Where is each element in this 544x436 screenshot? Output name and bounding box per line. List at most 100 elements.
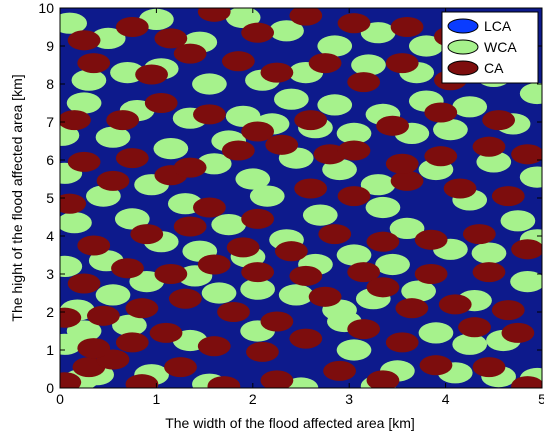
wca-circle xyxy=(66,92,102,114)
x-tick-label: 5 xyxy=(538,391,544,407)
ca-circle xyxy=(72,357,106,378)
ca-circle xyxy=(294,110,328,131)
ca-circle xyxy=(424,102,458,123)
ca-circle xyxy=(347,262,381,283)
wca-circle xyxy=(336,244,372,266)
wca-circle xyxy=(153,137,189,160)
wca-circle xyxy=(112,314,147,336)
y-tick-label: 4 xyxy=(46,228,54,244)
wca-circle xyxy=(192,73,227,95)
ca-circle xyxy=(385,53,419,74)
ca-circle xyxy=(414,229,448,250)
ca-circle xyxy=(115,148,149,169)
ca-circle xyxy=(115,332,149,353)
ca-circle xyxy=(77,338,111,359)
ca-circle xyxy=(60,193,87,214)
ca-circle xyxy=(207,376,241,388)
ca-circle xyxy=(337,140,371,161)
wca-circle xyxy=(452,333,488,355)
wca-circle xyxy=(225,105,261,127)
ca-circle xyxy=(221,51,255,72)
ca-circle xyxy=(294,178,328,199)
legend-swatch-lca xyxy=(447,18,479,34)
ca-circle xyxy=(115,16,149,38)
ca-circle xyxy=(318,224,352,245)
ca-circle xyxy=(443,178,477,199)
y-tick-label: 0 xyxy=(46,380,54,396)
ca-circle xyxy=(390,16,424,38)
wca-circle xyxy=(317,94,353,116)
ca-circle xyxy=(337,186,371,207)
ca-circle xyxy=(154,263,188,285)
ca-circle xyxy=(337,13,371,34)
ca-circle xyxy=(149,322,183,343)
x-tick-label: 3 xyxy=(345,391,353,407)
ca-circle xyxy=(289,328,323,349)
wca-circle xyxy=(60,212,92,234)
ca-circle xyxy=(197,336,231,357)
wca-circle xyxy=(60,255,83,277)
wca-circle xyxy=(360,174,396,196)
ca-circle xyxy=(135,64,168,85)
y-tick-label: 2 xyxy=(46,304,54,320)
wca-circle xyxy=(302,204,338,226)
x-tick-label: 0 xyxy=(56,391,64,407)
ca-circle xyxy=(67,273,101,294)
wca-circle xyxy=(351,54,386,76)
ca-circle xyxy=(217,301,250,323)
ca-circle xyxy=(154,28,188,49)
ca-circle xyxy=(366,231,400,252)
ca-circle xyxy=(414,263,448,285)
wca-circle xyxy=(519,166,542,188)
wca-circle xyxy=(433,118,468,141)
ca-circle xyxy=(347,72,381,93)
ca-circle xyxy=(366,370,400,388)
wca-circle xyxy=(269,20,304,42)
wca-circle xyxy=(360,22,396,44)
ca-circle xyxy=(221,140,255,161)
y-tick-label: 5 xyxy=(46,190,54,206)
ca-circle xyxy=(67,151,101,172)
wca-circle xyxy=(408,35,444,57)
wca-circle xyxy=(90,27,126,50)
ca-circle xyxy=(501,322,535,343)
x-axis: 0 1 2 3 4 5 xyxy=(56,8,544,407)
ca-circle xyxy=(424,146,458,167)
legend-label-wca: WCA xyxy=(484,39,517,55)
wca-circle xyxy=(336,339,372,361)
wca-circle xyxy=(274,88,309,110)
ca-circle xyxy=(385,332,419,353)
wca-circle xyxy=(60,12,87,34)
wca-circle xyxy=(235,168,271,190)
ca-circle xyxy=(241,208,275,229)
ca-circle xyxy=(111,258,144,279)
wca-circle xyxy=(500,210,536,232)
x-tick-label: 2 xyxy=(249,391,257,407)
wca-circle xyxy=(66,320,102,342)
wca-circle xyxy=(211,213,247,236)
ca-circle xyxy=(511,239,542,260)
ca-circle xyxy=(246,341,279,362)
wca-circle xyxy=(510,271,542,293)
ca-circle xyxy=(395,298,429,319)
ca-circle xyxy=(438,294,472,315)
ca-circle xyxy=(125,298,159,319)
ca-circle xyxy=(491,300,525,321)
wca-circle xyxy=(476,151,512,173)
wca-circle xyxy=(110,61,145,84)
wca-circle xyxy=(71,69,107,91)
ca-circle xyxy=(173,157,207,178)
y-tick-label: 7 xyxy=(46,114,54,130)
wca-circle xyxy=(401,280,436,302)
ca-circle xyxy=(86,305,120,326)
y-tick-label: 6 xyxy=(46,152,54,168)
ca-circle xyxy=(197,254,231,275)
ca-circle xyxy=(193,197,226,218)
ca-circle xyxy=(193,104,226,125)
ca-circle xyxy=(390,170,424,191)
x-tick-label: 1 xyxy=(153,391,161,407)
wca-circle xyxy=(519,82,542,105)
ca-circle xyxy=(347,319,381,340)
legend-label-ca: CA xyxy=(484,60,504,76)
ca-circle xyxy=(260,370,294,388)
